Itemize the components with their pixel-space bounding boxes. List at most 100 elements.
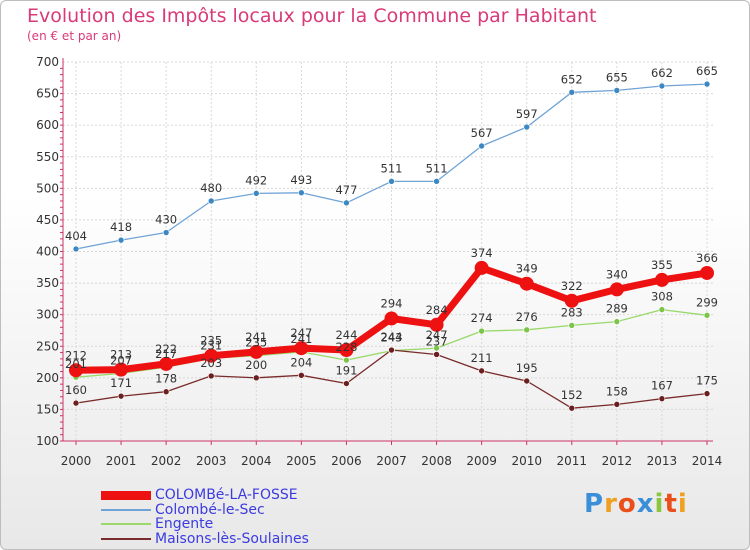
data-label: 178 xyxy=(155,372,177,386)
data-label: 511 xyxy=(426,161,448,175)
legend-item-maisons-les-soulaines: Maisons-lès-Soulaines xyxy=(101,531,309,547)
data-point xyxy=(700,265,714,280)
data-point xyxy=(252,374,260,382)
series-points xyxy=(69,80,714,412)
x-tick-label: 2005 xyxy=(286,454,317,468)
x-tick-label: 2007 xyxy=(376,454,407,468)
x-tick-label: 2002 xyxy=(151,454,182,468)
data-label: 244 xyxy=(335,328,357,342)
data-point xyxy=(162,388,170,396)
x-tick-label: 2014 xyxy=(692,454,723,468)
data-point xyxy=(159,356,174,371)
data-label: 374 xyxy=(471,246,493,260)
data-point xyxy=(654,272,669,287)
y-tick-label: 250 xyxy=(36,339,59,353)
data-point xyxy=(523,377,531,385)
data-label: 191 xyxy=(335,364,357,378)
data-label: 201 xyxy=(65,357,87,371)
data-label: 212 xyxy=(65,348,87,362)
proxiti-logo: Proxiti xyxy=(584,489,688,519)
data-label: 492 xyxy=(245,173,267,187)
data-label: 235 xyxy=(200,334,222,348)
data-point xyxy=(703,390,711,397)
data-point xyxy=(703,80,711,88)
y-tick-label: 150 xyxy=(36,402,59,416)
legend-label: Engente xyxy=(155,516,214,532)
data-label: 477 xyxy=(335,183,357,197)
data-label: 203 xyxy=(200,356,222,370)
data-label: 430 xyxy=(155,213,177,227)
data-label: 404 xyxy=(65,229,87,243)
data-point xyxy=(613,401,621,408)
data-point xyxy=(207,197,215,205)
data-point xyxy=(294,341,309,356)
data-point xyxy=(343,199,350,207)
data-label: 662 xyxy=(651,66,673,80)
data-point xyxy=(568,89,576,96)
y-tick-label: 700 xyxy=(36,55,59,69)
x-tick-label: 2013 xyxy=(647,454,678,468)
data-label: 207 xyxy=(110,353,132,367)
data-point xyxy=(117,236,125,244)
tick-labels: 100 150 200 250 300 350 400 450 500 550 600 650 700 2… xyxy=(36,55,722,468)
data-point xyxy=(478,367,485,375)
data-point xyxy=(613,87,621,94)
data-point xyxy=(207,372,215,380)
data-point xyxy=(568,322,576,329)
data-point xyxy=(117,392,125,400)
data-label: 152 xyxy=(561,388,583,402)
data-point xyxy=(114,362,129,377)
data-point xyxy=(433,351,440,358)
y-tick-label: 650 xyxy=(36,87,59,101)
data-point xyxy=(658,82,666,90)
x-tick-label: 2008 xyxy=(421,454,452,468)
data-label: 322 xyxy=(561,279,583,293)
data-point xyxy=(69,363,83,378)
data-point xyxy=(298,372,305,379)
y-tick-label: 550 xyxy=(36,150,59,164)
legend-item-engente: Engente xyxy=(101,516,213,532)
data-label: 480 xyxy=(200,181,222,195)
data-label: 235 xyxy=(245,336,267,350)
y-tick-label: 200 xyxy=(36,371,59,385)
data-point xyxy=(519,276,534,291)
x-tick-label: 2003 xyxy=(196,454,227,468)
data-label: 228 xyxy=(335,340,357,354)
x-tick-label: 2009 xyxy=(466,454,497,468)
data-label: 160 xyxy=(65,383,87,397)
data-label: 211 xyxy=(471,351,493,365)
data-label: 222 xyxy=(155,342,177,356)
data-labels: 404 418 430 480 492 493 477 511 511 567 597 652 655 6… xyxy=(65,64,718,402)
data-label: 299 xyxy=(696,295,718,309)
data-label: 655 xyxy=(606,70,628,84)
data-label: 283 xyxy=(561,305,583,319)
data-label: 244 xyxy=(381,330,403,344)
data-point xyxy=(252,190,260,197)
data-label: 340 xyxy=(606,267,628,281)
y-tick-label: 100 xyxy=(36,434,59,448)
data-point xyxy=(478,142,485,150)
data-point xyxy=(72,399,80,407)
x-tick-label: 2011 xyxy=(557,454,588,468)
data-label: 241 xyxy=(245,330,267,344)
legend-swatch xyxy=(101,509,151,511)
legend-label: COLOMBé-LA-FOSSE xyxy=(155,487,298,503)
data-label: 366 xyxy=(696,251,718,265)
x-tick-label: 2001 xyxy=(106,454,137,468)
chart-subtitle: (en € et par an) xyxy=(27,29,122,43)
data-point xyxy=(703,311,711,319)
data-label: 294 xyxy=(381,296,403,310)
legend-swatch xyxy=(101,490,151,500)
x-tick-label: 2004 xyxy=(241,454,272,468)
data-label: 171 xyxy=(110,376,132,390)
data-label: 231 xyxy=(200,338,222,352)
data-point xyxy=(474,260,489,275)
data-label: 289 xyxy=(606,302,628,316)
data-label: 349 xyxy=(516,262,538,276)
data-point xyxy=(523,326,531,334)
data-label: 284 xyxy=(426,303,448,317)
data-label: 158 xyxy=(606,384,628,398)
x-tick-label: 2006 xyxy=(331,454,362,468)
legend-label: Colombé-le-Sec xyxy=(155,502,265,518)
